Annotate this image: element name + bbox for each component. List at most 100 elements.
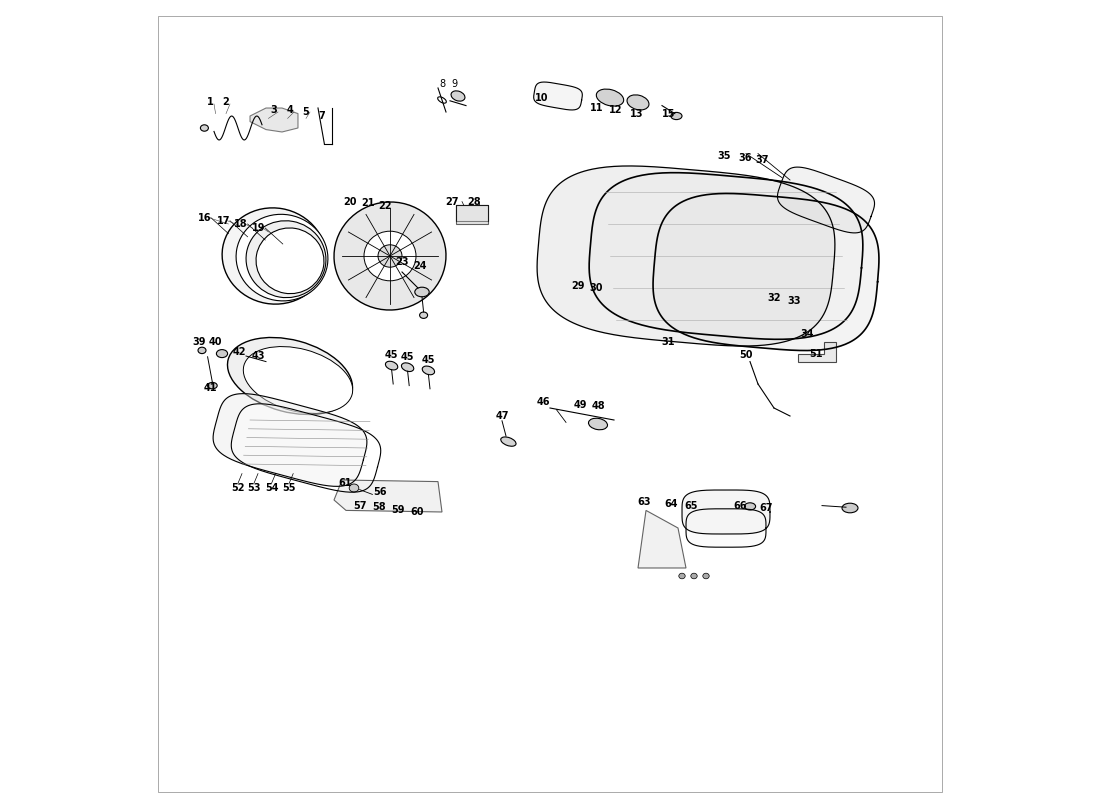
Text: 4: 4 xyxy=(287,106,294,115)
Ellipse shape xyxy=(419,312,428,318)
Polygon shape xyxy=(778,167,874,233)
Text: 23: 23 xyxy=(395,258,409,267)
Text: 2: 2 xyxy=(222,98,230,107)
Ellipse shape xyxy=(691,573,697,579)
Polygon shape xyxy=(686,509,766,547)
Polygon shape xyxy=(537,166,835,346)
Polygon shape xyxy=(682,490,770,534)
Ellipse shape xyxy=(588,418,607,430)
Text: 45: 45 xyxy=(400,352,415,362)
Text: 51: 51 xyxy=(808,349,823,358)
Text: 60: 60 xyxy=(410,507,424,517)
Ellipse shape xyxy=(627,95,649,110)
Text: 9: 9 xyxy=(451,79,458,89)
Text: 8: 8 xyxy=(439,79,446,89)
Text: 48: 48 xyxy=(591,402,605,411)
Polygon shape xyxy=(590,173,862,339)
Text: 22: 22 xyxy=(378,202,392,211)
Text: 59: 59 xyxy=(392,505,405,514)
Ellipse shape xyxy=(415,287,429,297)
Text: 32: 32 xyxy=(768,293,781,302)
Text: 17: 17 xyxy=(217,216,230,226)
Ellipse shape xyxy=(334,202,446,310)
Text: 67: 67 xyxy=(759,503,772,513)
Ellipse shape xyxy=(349,484,359,492)
Text: 15: 15 xyxy=(661,109,675,118)
Polygon shape xyxy=(798,342,836,362)
Text: 56: 56 xyxy=(374,487,387,497)
Text: 39: 39 xyxy=(192,338,207,347)
Ellipse shape xyxy=(745,502,756,510)
Polygon shape xyxy=(334,480,442,512)
Bar xyxy=(455,205,487,221)
Ellipse shape xyxy=(842,503,858,513)
Text: 40: 40 xyxy=(209,338,222,347)
Ellipse shape xyxy=(451,91,465,101)
Polygon shape xyxy=(455,205,487,224)
Text: 55: 55 xyxy=(283,483,296,493)
Polygon shape xyxy=(231,404,381,492)
Ellipse shape xyxy=(671,112,682,119)
Ellipse shape xyxy=(198,347,206,354)
Text: 31: 31 xyxy=(661,338,675,347)
Text: 35: 35 xyxy=(717,151,732,161)
Text: 58: 58 xyxy=(372,502,386,512)
Text: 18: 18 xyxy=(234,219,248,229)
Polygon shape xyxy=(653,194,879,350)
Ellipse shape xyxy=(422,366,435,374)
Text: 7: 7 xyxy=(319,111,326,121)
Ellipse shape xyxy=(222,208,326,304)
Text: 63: 63 xyxy=(638,498,651,507)
Text: 19: 19 xyxy=(252,223,265,233)
Ellipse shape xyxy=(228,338,352,414)
Text: 30: 30 xyxy=(590,283,603,293)
Text: 13: 13 xyxy=(629,109,644,118)
Ellipse shape xyxy=(378,245,402,267)
Text: 36: 36 xyxy=(738,153,752,162)
Text: 54: 54 xyxy=(265,483,278,493)
Ellipse shape xyxy=(243,346,353,414)
Ellipse shape xyxy=(703,573,710,579)
Ellipse shape xyxy=(217,350,228,358)
Ellipse shape xyxy=(200,125,208,131)
Text: 12: 12 xyxy=(608,106,623,115)
Ellipse shape xyxy=(364,231,416,281)
Ellipse shape xyxy=(385,362,398,370)
Ellipse shape xyxy=(679,573,685,579)
Ellipse shape xyxy=(596,89,624,106)
Text: 52: 52 xyxy=(231,483,244,493)
Ellipse shape xyxy=(500,437,516,446)
Polygon shape xyxy=(250,108,298,132)
Text: 1: 1 xyxy=(207,98,213,107)
Ellipse shape xyxy=(246,221,326,298)
Ellipse shape xyxy=(236,214,328,301)
Ellipse shape xyxy=(402,363,414,371)
Text: 11: 11 xyxy=(590,103,603,113)
Ellipse shape xyxy=(208,382,217,389)
Text: 65: 65 xyxy=(684,502,697,511)
Text: 66: 66 xyxy=(734,502,747,511)
Text: 33: 33 xyxy=(788,296,801,306)
Text: 41: 41 xyxy=(204,383,217,393)
Ellipse shape xyxy=(256,228,324,294)
Text: 53: 53 xyxy=(248,483,261,493)
Text: 34: 34 xyxy=(801,330,814,339)
Text: 20: 20 xyxy=(343,197,356,206)
Text: 46: 46 xyxy=(537,397,550,406)
Text: 50: 50 xyxy=(739,350,752,360)
Text: 61: 61 xyxy=(339,478,352,488)
Text: 5: 5 xyxy=(302,107,309,117)
Text: 57: 57 xyxy=(353,501,366,510)
Text: 29: 29 xyxy=(571,281,585,290)
Text: 21: 21 xyxy=(361,198,374,208)
Text: 27: 27 xyxy=(446,197,459,206)
Text: 64: 64 xyxy=(664,499,679,509)
Polygon shape xyxy=(638,510,686,568)
Polygon shape xyxy=(213,394,367,486)
Text: 42: 42 xyxy=(233,347,246,357)
Text: 16: 16 xyxy=(198,213,211,222)
Text: 43: 43 xyxy=(251,351,265,361)
Text: 45: 45 xyxy=(385,350,398,360)
Polygon shape xyxy=(534,82,582,110)
Text: 10: 10 xyxy=(536,93,549,102)
